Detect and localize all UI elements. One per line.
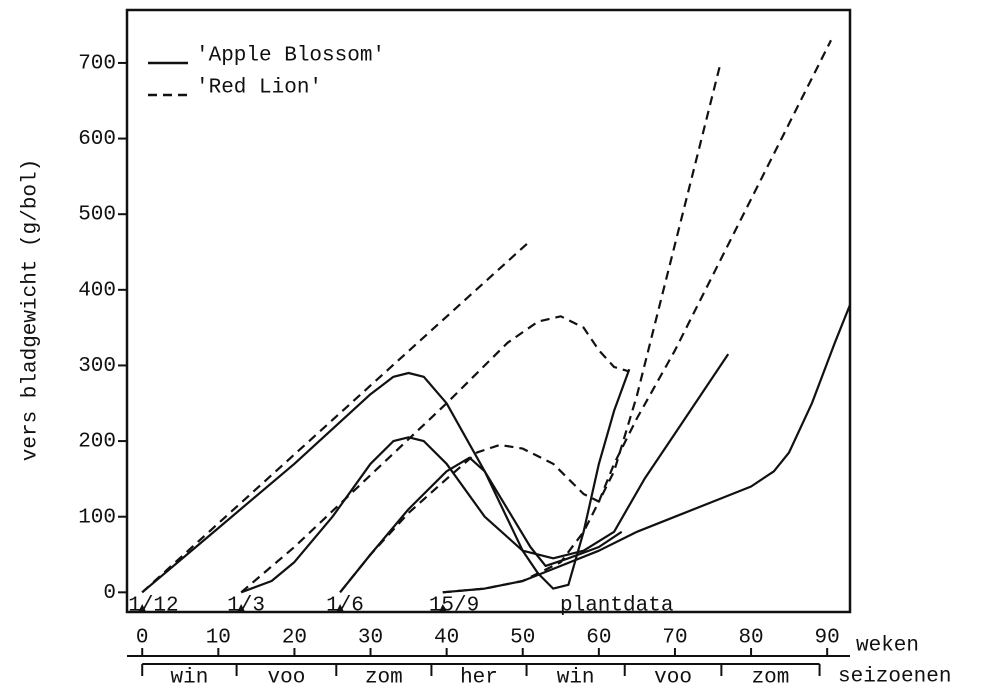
x-tick-label: 10: [206, 627, 231, 650]
y-axis-title: vers bladgewicht (g/bol): [20, 159, 43, 461]
season-label: win: [171, 667, 209, 688]
legend-label: 'Apple Blossom': [196, 45, 385, 68]
plant-date-marker: [237, 604, 246, 612]
plant-date-label: 1/6: [326, 595, 364, 618]
season-label: zom: [365, 667, 403, 688]
plant-date-label: 15/9: [429, 595, 479, 618]
y-tick-label: 200: [78, 431, 116, 454]
series-line: [240, 315, 630, 594]
y-tick-label: 700: [78, 52, 116, 75]
plot-frame: [125, 8, 852, 614]
plant-dates-title: plantdata: [560, 595, 673, 618]
season-label: her: [460, 667, 498, 688]
plant-date-marker: [438, 604, 447, 612]
x-tick-label: 70: [662, 627, 687, 650]
y-tick-label: 300: [78, 355, 116, 378]
legend-label: 'Red Lion': [196, 77, 322, 100]
y-tick-label: 600: [78, 128, 116, 151]
series-line: [240, 353, 730, 594]
x-tick-label: 0: [136, 627, 149, 650]
x-tick-label: 20: [282, 627, 307, 650]
series-line: [141, 239, 532, 594]
season-label: voo: [654, 667, 692, 688]
x-tick-label: 90: [815, 627, 840, 650]
y-tick-label: 0: [103, 582, 116, 605]
series-line: [141, 368, 631, 594]
x-tick-label: 80: [738, 627, 763, 650]
x-axis-title: weken: [856, 635, 919, 658]
season-label: win: [557, 667, 595, 688]
seasons-title: seizoenen: [838, 666, 951, 688]
plant-date-label: 1/12: [128, 595, 178, 618]
season-label: voo: [268, 667, 306, 688]
plant-date-label: 1/3: [227, 595, 265, 618]
series-line: [442, 304, 852, 594]
series-line: [339, 456, 623, 593]
series-line: [339, 62, 722, 593]
plant-date-marker: [336, 604, 345, 612]
y-tick-label: 400: [78, 279, 116, 302]
y-tick-label: 100: [78, 506, 116, 529]
y-tick-label: 500: [78, 204, 116, 227]
plant-date-marker: [138, 604, 147, 612]
x-tick-label: 40: [434, 627, 459, 650]
series-line: [442, 39, 832, 594]
x-tick-label: 60: [586, 627, 611, 650]
x-tick-label: 30: [358, 627, 383, 650]
x-tick-label: 50: [510, 627, 535, 650]
season-label: zom: [752, 667, 790, 688]
